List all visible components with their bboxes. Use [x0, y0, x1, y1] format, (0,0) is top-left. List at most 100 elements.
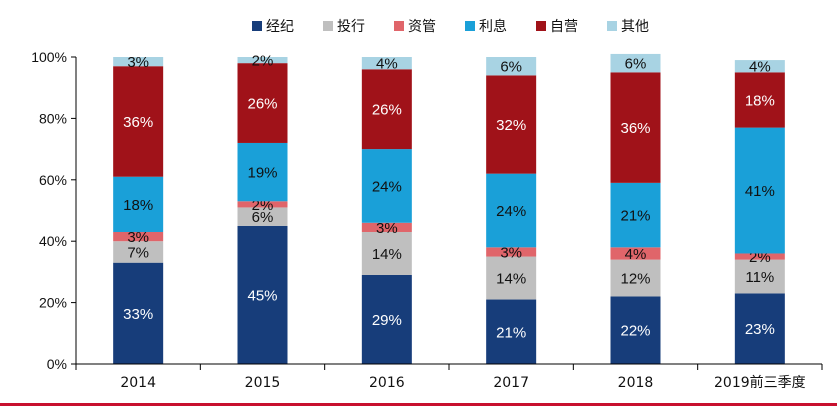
- data-label: 3%: [376, 220, 398, 237]
- data-label: 4%: [376, 56, 398, 73]
- legend-label-1: 经纪: [266, 19, 294, 35]
- y-tick-label: 0%: [47, 356, 67, 372]
- data-label: 45%: [247, 287, 277, 304]
- y-tick-label: 20%: [39, 295, 67, 311]
- bar-segment: [610, 53, 661, 73]
- bar-segment: [237, 207, 288, 226]
- legend: 经纪 投行 资管 利息 自营 其他: [252, 18, 649, 35]
- bottom-rule: [0, 403, 837, 406]
- data-label: 36%: [620, 120, 650, 137]
- legend-label-6: 其他: [621, 19, 649, 35]
- bar-segment: [113, 231, 164, 242]
- bar-segment: [734, 72, 785, 128]
- bar-segment: [237, 225, 288, 364]
- bar-segment: [113, 262, 164, 364]
- bar-segment: [486, 173, 537, 248]
- bar-segment: [486, 299, 537, 364]
- data-label: 3%: [127, 54, 149, 71]
- y-tick-label: 40%: [39, 233, 67, 249]
- bar-stack: 33%7%3%18%36%3%: [113, 54, 164, 364]
- legend-swatch-4: [465, 21, 475, 31]
- bar-segment: [361, 231, 412, 275]
- y-axis: 0% 20% 40% 60% 80% 100%: [31, 49, 77, 372]
- bar-segment: [734, 259, 785, 294]
- bar-segment: [486, 256, 537, 300]
- legend-label-4: 利息: [479, 18, 507, 35]
- data-label: 33%: [123, 306, 153, 323]
- y-tick-label: 80%: [39, 110, 67, 126]
- x-axis: 2014 2015 2016 2017 2018 2019前三季度: [75, 363, 823, 391]
- x-tick-label: 2014: [120, 375, 156, 391]
- x-tick-label: 2018: [618, 375, 654, 391]
- data-label: 4%: [625, 246, 647, 263]
- bar-segment: [361, 57, 412, 70]
- data-label: 6%: [625, 56, 647, 73]
- bar-segment: [113, 241, 164, 263]
- bar-segment: [361, 274, 412, 364]
- bars: 33%7%3%18%36%3%45%6%2%19%26%2%29%14%3%24…: [113, 53, 785, 364]
- bar-stack: 22% 12% 4% 21% 36% 6%: [610, 53, 661, 364]
- y-tick-label: 60%: [39, 172, 67, 188]
- bar-segment: [237, 142, 288, 202]
- data-label: 41%: [745, 183, 775, 200]
- bar-segment: [113, 57, 164, 67]
- bar-segment: [361, 149, 412, 223]
- legend-label-5: 自营: [550, 19, 578, 35]
- data-label: 2%: [252, 53, 274, 70]
- y-tick-label: 100%: [31, 49, 67, 65]
- data-label: 6%: [252, 209, 274, 226]
- data-label: 18%: [745, 92, 775, 109]
- legend-swatch-6: [607, 21, 617, 31]
- data-label: 7%: [127, 244, 149, 261]
- data-label: 12%: [620, 271, 650, 288]
- data-label: 32%: [496, 117, 526, 134]
- legend-label-3: 资管: [408, 19, 436, 35]
- bar-stack: 23%11%2%41%18%4%: [734, 59, 785, 364]
- bar-segment: [237, 57, 288, 64]
- bar-stack: 45%6%2%19%26%2%: [237, 53, 288, 364]
- data-label: 26%: [372, 102, 402, 119]
- bar-segment: [610, 259, 661, 297]
- data-label: 3%: [500, 244, 522, 261]
- data-label: 14%: [372, 246, 402, 263]
- bar-segment: [610, 72, 661, 183]
- bar-segment: [113, 176, 164, 232]
- x-tick-label: 2019前三季度: [714, 374, 806, 391]
- bar-segment: [113, 66, 164, 177]
- x-tick-label: 2016: [369, 375, 405, 391]
- legend-label-2: 投行: [337, 19, 365, 35]
- bar-segment: [734, 253, 785, 260]
- data-label: 29%: [372, 312, 402, 329]
- bar-segment: [486, 75, 537, 174]
- data-label: 36%: [123, 114, 153, 131]
- bar-segment: [486, 57, 537, 76]
- bar-segment: [734, 60, 785, 73]
- legend-swatch-3: [394, 21, 404, 31]
- x-tick-label: 2017: [493, 375, 529, 391]
- data-label: 6%: [500, 59, 522, 76]
- bar-segment: [237, 63, 288, 143]
- bar-segment: [610, 296, 661, 364]
- data-label: 24%: [496, 203, 526, 220]
- bar-segment: [734, 293, 785, 364]
- data-label: 21%: [496, 324, 526, 341]
- bar-segment: [610, 247, 661, 260]
- bar-segment: [734, 127, 785, 254]
- data-label: 18%: [123, 197, 153, 214]
- data-label: 23%: [745, 321, 775, 338]
- data-label: 24%: [372, 178, 402, 195]
- data-label: 3%: [127, 229, 149, 246]
- bar-segment: [361, 69, 412, 150]
- data-label: 14%: [496, 271, 526, 288]
- data-label: 22%: [620, 323, 650, 340]
- data-label: 19%: [247, 165, 277, 182]
- bar-segment: [237, 201, 288, 208]
- bar-stack: 29% 14% 3% 24% 26% 4%: [361, 56, 412, 364]
- bar-stack: 21% 14% 3% 24% 32% 6%: [486, 57, 537, 364]
- x-tick-label: 2015: [245, 375, 281, 391]
- bar-segment: [486, 247, 537, 257]
- data-label: 26%: [247, 96, 277, 113]
- legend-swatch-5: [536, 21, 546, 31]
- bar-segment: [361, 222, 412, 232]
